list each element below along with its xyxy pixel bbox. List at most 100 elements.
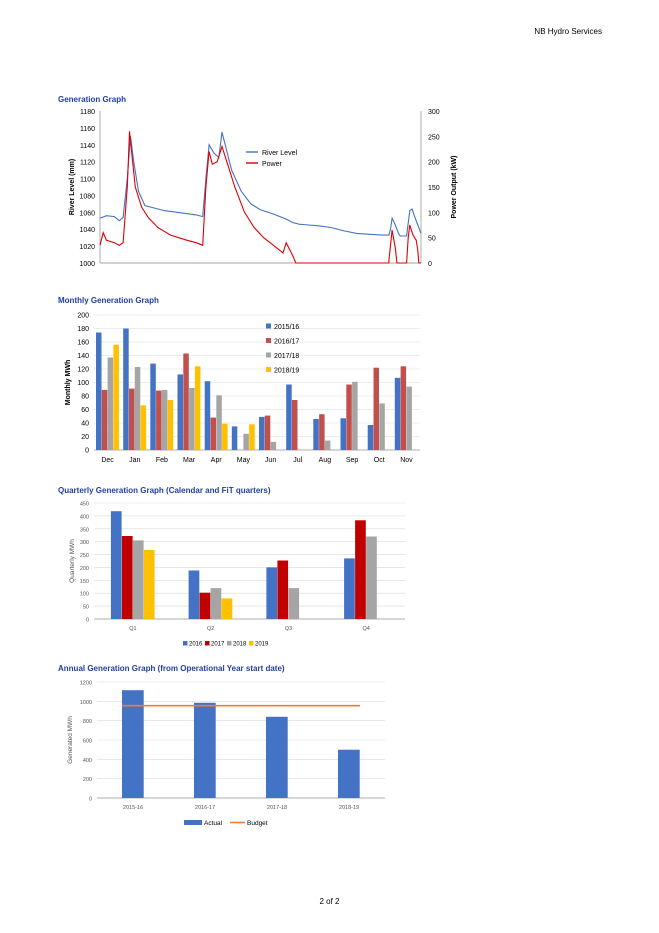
bar-2015-16-Apr — [204, 381, 211, 450]
bar-2016-17-Mar — [183, 353, 189, 450]
bar-2017-18-Dec — [107, 357, 114, 450]
x-tick-label: Q4 — [362, 626, 369, 632]
y2-tick-label: 300 — [428, 109, 440, 116]
y-tick-label: 1000 — [79, 261, 95, 268]
y-tick-label: 0 — [89, 797, 92, 803]
bar-2015-16-May — [231, 426, 238, 450]
legend-label: 2015/16 — [274, 324, 299, 331]
bar-2018-19-Feb — [167, 400, 174, 450]
bar-2018-Q3 — [288, 588, 300, 619]
x-tick-label: Q2 — [207, 626, 214, 632]
series-line-power — [99, 131, 421, 264]
bar-2017-Q4 — [355, 520, 366, 619]
bar-2018-19-Dec — [113, 344, 119, 450]
y-axis-title: Quarterly MWh — [69, 539, 76, 583]
legend-label: 2016/17 — [274, 339, 299, 346]
x-tick-label: Jan — [129, 457, 140, 464]
y-axis-title: Generated MWh — [67, 716, 74, 764]
y-tick-label: 20 — [81, 434, 89, 441]
y-tick-label: 150 — [80, 579, 89, 585]
bar-2016-17-Dec — [101, 389, 108, 450]
y2-tick-label: 50 — [428, 236, 436, 243]
quarterly-generation-chart: 0 50 100 150 200 250 300 350 400 450 Q1 Q2 Q3 Q4 Quart… — [69, 502, 405, 648]
y2-tick-label: 100 — [428, 210, 440, 217]
y-tick-label: 100 — [77, 380, 89, 387]
x-tick-label: Q3 — [285, 626, 292, 632]
bar-2017-18-Jan — [134, 367, 141, 450]
x-tick-label: Dec — [101, 457, 114, 464]
y-tick-label: 300 — [80, 540, 89, 546]
bar-2016-Q4 — [344, 558, 355, 619]
y-tick-label: 120 — [77, 367, 89, 374]
bar-2017-Q3 — [277, 560, 289, 619]
bar-2016-17-Jun — [264, 415, 271, 450]
bar-2016-17-Feb — [156, 390, 162, 450]
legend-swatch — [266, 367, 271, 372]
y-tick-label: 450 — [80, 502, 89, 508]
legend-swatch — [227, 641, 232, 646]
bar-2017-18-Oct — [379, 403, 385, 450]
y-tick-label: 50 — [83, 605, 89, 611]
x-tick-label: 2016-17 — [195, 805, 215, 811]
x-tick-label: Mar — [183, 457, 196, 464]
legend-swatch — [205, 641, 210, 646]
x-tick-label: Feb — [156, 457, 168, 464]
bar-2017-18-Aug — [324, 440, 331, 450]
bar-2018-19-Apr — [222, 423, 228, 450]
legend-label-budget: Budget — [247, 820, 268, 827]
bar-2015-16-Dec — [96, 332, 102, 450]
legend-label: 2019 — [255, 642, 269, 648]
y-tick-label: 250 — [80, 553, 89, 559]
legend-swatch-actual — [184, 820, 202, 825]
legend-label: Power — [262, 161, 283, 168]
bar-2017-18-Feb — [161, 389, 168, 450]
bar-2015-16-Sep — [340, 418, 346, 450]
page-number: 2 of 2 — [319, 897, 340, 906]
bar-2017-Q1 — [121, 536, 133, 619]
quarterly-graph-title: Quarterly Generation Graph (Calendar and… — [58, 486, 271, 495]
y-tick-label: 1160 — [80, 126, 95, 133]
y-tick-label: 140 — [77, 353, 89, 360]
x-tick-label: Q1 — [129, 626, 136, 632]
bar-Actual-2016-17 — [194, 702, 216, 798]
y-tick-label: 180 — [77, 326, 89, 333]
bar-2016-17-Aug — [319, 414, 325, 450]
legend-swatch — [249, 641, 254, 646]
bar-2015-16-Nov — [394, 377, 401, 450]
bar-2018-19-May — [249, 424, 255, 450]
y-tick-label: 1180 — [80, 109, 95, 116]
y-tick-label: 1040 — [79, 227, 95, 234]
bar-2016-Q1 — [110, 511, 122, 619]
bar-2017-18-Sep — [352, 381, 358, 450]
bar-2017-18-May — [243, 433, 249, 450]
legend-label: 2017 — [211, 642, 225, 648]
y-tick-label: 200 — [83, 777, 92, 783]
y-tick-label: 60 — [81, 407, 89, 414]
x-tick-label: Jul — [293, 457, 302, 464]
x-tick-label: Aug — [319, 457, 332, 464]
x-tick-label: 2017-18 — [267, 805, 287, 811]
bar-2017-18-Apr — [216, 395, 222, 450]
bar-2016-17-Jan — [129, 388, 135, 450]
bar-2015-16-Aug — [313, 419, 319, 450]
y-tick-label: 1000 — [80, 700, 92, 706]
y-tick-label: 1200 — [80, 681, 92, 687]
bar-Actual-2018-19 — [338, 749, 360, 798]
bar-2016-Q2 — [188, 570, 200, 619]
legend-swatch — [266, 323, 271, 329]
legend-label: River Level — [262, 150, 297, 157]
y-tick-label: 100 — [80, 592, 89, 598]
y2-axis-title: Power Output (kW) — [451, 156, 458, 219]
x-tick-label: Jun — [265, 457, 276, 464]
monthly-generation-chart: 0 20 40 60 80 100 120 140 160 180 200 Dec Jan Feb Mar A… — [65, 313, 420, 464]
y-tick-label: 160 — [77, 340, 89, 347]
y2-tick-label: 150 — [428, 185, 440, 192]
y-axis-title: Monthly MWh — [65, 360, 72, 406]
x-tick-label: May — [237, 457, 251, 464]
bar-2015-16-Oct — [367, 425, 374, 450]
bar-2018-Q4 — [366, 536, 377, 619]
generation-chart: 1000102010401060108011001120114011601180… — [69, 109, 458, 268]
bar-2017-Q2 — [199, 592, 211, 619]
y-tick-label: 0 — [86, 618, 89, 624]
y-tick-label: 1120 — [80, 160, 95, 167]
